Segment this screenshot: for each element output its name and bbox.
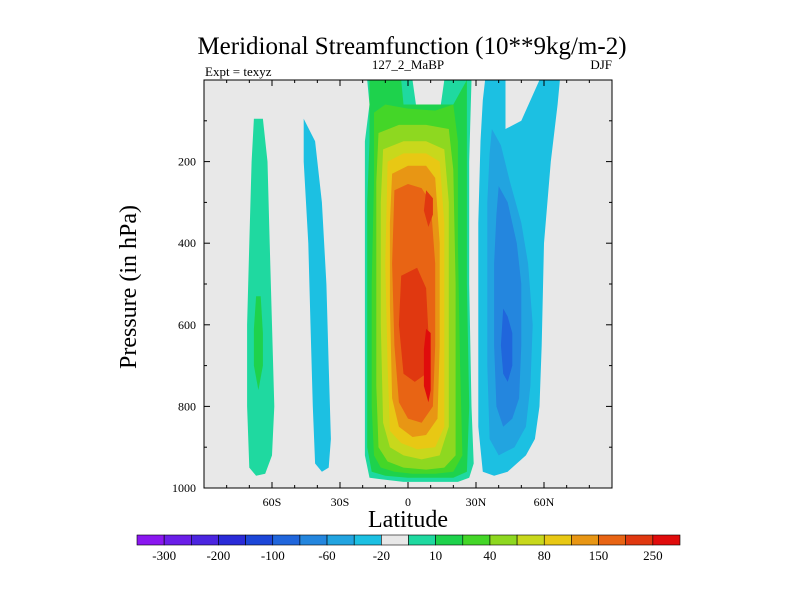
contour-hadley-250-a bbox=[398, 267, 429, 382]
colorbar-swatch bbox=[381, 534, 409, 546]
colorbar-swatch bbox=[136, 534, 165, 546]
colorbar-label: -300 bbox=[152, 548, 176, 563]
colorbar-swatch bbox=[272, 534, 301, 546]
colorbar-label: -20 bbox=[373, 548, 390, 563]
colorbar-swatch bbox=[245, 534, 274, 546]
chart-title: Meridional Streamfunction (10**9kg/m-2) bbox=[197, 33, 626, 60]
colorbar-label: 40 bbox=[483, 548, 496, 563]
contour-sh-outer-core bbox=[253, 296, 263, 391]
colorbar-swatch bbox=[462, 534, 491, 546]
colorbar-label: 10 bbox=[429, 548, 442, 563]
colorbar-label: 250 bbox=[643, 548, 663, 563]
colorbar-swatch bbox=[435, 534, 464, 546]
center-subtitle: 127_2_MaBP bbox=[372, 57, 444, 72]
colorbar-swatch bbox=[598, 534, 626, 546]
colorbar-label: -200 bbox=[206, 548, 230, 563]
colorbar-swatch bbox=[571, 534, 599, 546]
x-tick-label: 60S bbox=[263, 495, 282, 509]
colorbar-swatch bbox=[299, 534, 328, 546]
colorbar-label: 150 bbox=[589, 548, 609, 563]
x-tick-label: 30N bbox=[466, 495, 487, 509]
colorbar-swatch bbox=[408, 534, 436, 546]
colorbar-swatch bbox=[326, 534, 355, 546]
colorbar-label: 80 bbox=[538, 548, 551, 563]
colorbar-swatch bbox=[218, 534, 246, 546]
y-tick-label: 600 bbox=[178, 318, 196, 332]
contour-sh-mid-cell bbox=[303, 118, 331, 472]
tick-layer: 60S 30S 0 30N 60N 200 400 600 800 1000 bbox=[172, 80, 612, 509]
colorbar-swatch bbox=[353, 534, 382, 546]
y-tick-label: 800 bbox=[178, 399, 196, 413]
x-tick-label: 60N bbox=[534, 495, 555, 509]
contour-hadley-300 bbox=[423, 328, 431, 403]
colorbar-swatch bbox=[625, 534, 654, 546]
contour-nh-ferrel-60 bbox=[500, 308, 513, 382]
x-tick-label: 0 bbox=[405, 495, 411, 509]
contour-nh-ferrel-40 bbox=[494, 186, 522, 427]
colorbar: -300 -200 -100 -60 -20 10 40 80 150 250 bbox=[136, 534, 681, 563]
left-subtitle: Expt = texyz bbox=[205, 64, 272, 79]
colorbar-swatch bbox=[516, 534, 545, 546]
y-tick-label: 1000 bbox=[172, 481, 196, 495]
colorbar-label: -100 bbox=[261, 548, 285, 563]
plot-area: 60S 30S 0 30N 60N 200 400 600 800 1000 bbox=[172, 79, 613, 509]
colorbar-swatch bbox=[489, 534, 518, 546]
colorbar-swatch bbox=[163, 534, 192, 546]
y-axis-label: Pressure (in hPa) bbox=[116, 205, 142, 369]
colorbar-swatch bbox=[543, 534, 572, 546]
colorbar-label: -60 bbox=[318, 548, 335, 563]
colorbar-swatch bbox=[652, 534, 681, 546]
x-tick-label: 30S bbox=[331, 495, 350, 509]
right-subtitle: DJF bbox=[590, 57, 612, 72]
contour-hadley-250-b bbox=[423, 190, 433, 227]
y-tick-label: 400 bbox=[178, 236, 196, 250]
colorbar-swatch bbox=[191, 534, 219, 546]
contour-layer bbox=[247, 80, 560, 482]
x-axis-label: Latitude bbox=[368, 507, 448, 533]
y-tick-label: 200 bbox=[178, 155, 196, 169]
